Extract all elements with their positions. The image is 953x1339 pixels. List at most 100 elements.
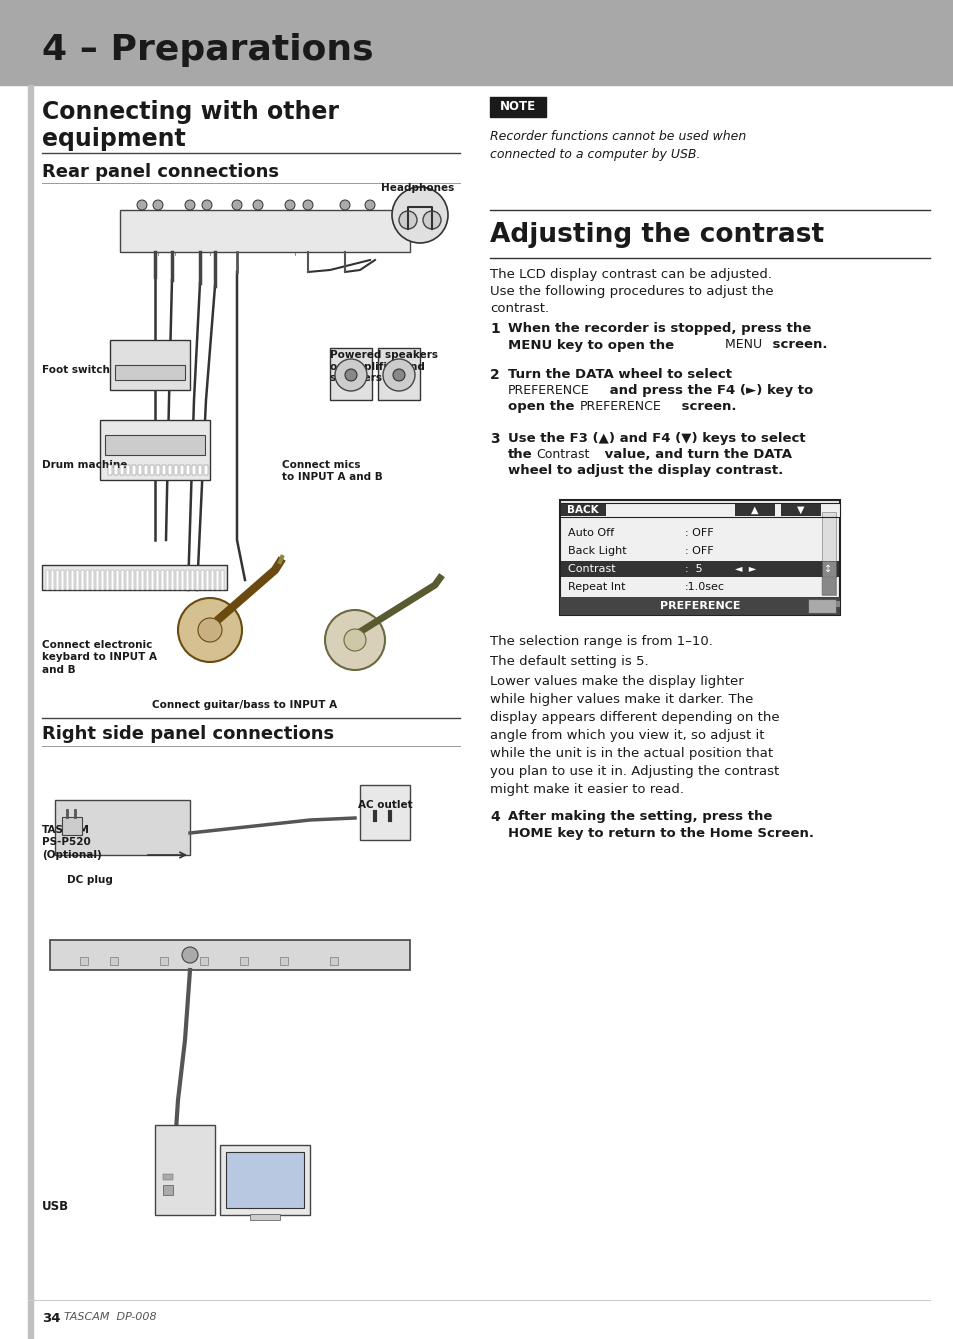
Text: screen.: screen. <box>677 400 736 412</box>
Bar <box>146 570 149 590</box>
Text: Powered speakers
or amplifier and
speakers: Powered speakers or amplifier and speake… <box>330 349 437 383</box>
Bar <box>220 1145 310 1214</box>
Circle shape <box>398 212 416 229</box>
Bar <box>131 570 133 590</box>
Bar <box>138 465 142 475</box>
Text: After making the setting, press the
HOME key to return to the Home Screen.: After making the setting, press the HOME… <box>507 810 813 841</box>
Bar <box>115 366 185 380</box>
Text: Right side panel connections: Right side panel connections <box>42 724 334 743</box>
Bar <box>161 570 164 590</box>
Circle shape <box>285 200 294 210</box>
Circle shape <box>198 619 222 641</box>
Text: PREFERENCE: PREFERENCE <box>659 601 740 611</box>
Text: TASCAM  DP-008: TASCAM DP-008 <box>64 1312 156 1322</box>
Bar <box>121 570 124 590</box>
Text: Drum machine: Drum machine <box>42 461 128 470</box>
Bar <box>126 465 130 475</box>
Bar <box>80 957 88 965</box>
Bar <box>96 570 99 590</box>
Text: NOTE: NOTE <box>499 100 536 114</box>
Text: Adjusting the contrast: Adjusting the contrast <box>490 222 823 248</box>
Bar <box>101 570 104 590</box>
Bar <box>166 570 169 590</box>
Text: Turn the DATA wheel to select: Turn the DATA wheel to select <box>507 368 731 382</box>
Bar <box>156 570 159 590</box>
Bar <box>250 1214 280 1220</box>
Bar <box>180 465 184 475</box>
Text: Recorder functions cannot be used when
connected to a computer by USB.: Recorder functions cannot be used when c… <box>490 130 745 161</box>
Bar <box>51 570 54 590</box>
Bar <box>821 511 835 595</box>
Bar <box>198 465 202 475</box>
Text: Connect mics
to INPUT A and B: Connect mics to INPUT A and B <box>282 461 382 482</box>
Bar <box>226 1152 304 1208</box>
Text: the: the <box>507 449 532 461</box>
Circle shape <box>344 629 366 651</box>
Text: Headphones: Headphones <box>381 183 455 193</box>
Text: Back Light: Back Light <box>567 546 630 556</box>
Text: 34: 34 <box>42 1312 60 1326</box>
Bar <box>221 570 224 590</box>
Bar <box>215 570 219 590</box>
Circle shape <box>253 200 263 210</box>
Circle shape <box>303 200 313 210</box>
Text: DC plug: DC plug <box>67 874 112 885</box>
Bar <box>62 817 82 836</box>
Circle shape <box>365 200 375 210</box>
Bar <box>781 503 821 516</box>
Text: The default setting is 5.: The default setting is 5. <box>490 655 648 668</box>
Bar <box>821 561 835 577</box>
Bar <box>162 465 166 475</box>
Text: Connect electronic
keybard to INPUT A
and B: Connect electronic keybard to INPUT A an… <box>42 640 157 675</box>
Text: Auto Off: Auto Off <box>567 528 624 538</box>
Bar <box>559 503 840 517</box>
Text: 1: 1 <box>490 321 499 336</box>
Bar <box>151 570 153 590</box>
Text: Contrast: Contrast <box>536 449 589 461</box>
Bar <box>559 499 840 615</box>
Bar <box>330 957 337 965</box>
Bar <box>120 210 410 252</box>
Text: ↕: ↕ <box>823 564 831 574</box>
Text: MENU: MENU <box>720 337 761 351</box>
Text: 4: 4 <box>490 810 499 823</box>
Text: 2: 2 <box>490 368 499 382</box>
Circle shape <box>393 370 405 382</box>
Circle shape <box>335 359 367 391</box>
Text: Foot switch: Foot switch <box>42 366 110 375</box>
Circle shape <box>392 187 448 242</box>
Text: USB: USB <box>42 1200 69 1213</box>
Text: BACK: BACK <box>567 505 598 516</box>
Text: Use the following procedures to adjust the
contrast.: Use the following procedures to adjust t… <box>490 285 773 316</box>
Bar <box>46 570 49 590</box>
Circle shape <box>178 599 242 661</box>
Bar <box>807 599 835 613</box>
Text: PREFERENCE: PREFERENCE <box>507 384 589 396</box>
Text: TASCAM
PS-P520
(Optional): TASCAM PS-P520 (Optional) <box>42 825 102 860</box>
Bar <box>195 570 199 590</box>
Text: PREFERENCE: PREFERENCE <box>579 400 661 412</box>
Bar <box>163 1174 172 1180</box>
Bar <box>136 570 139 590</box>
Circle shape <box>345 370 356 382</box>
Text: open the: open the <box>507 400 574 412</box>
Bar <box>66 570 69 590</box>
Text: :  5: : 5 <box>684 564 702 574</box>
Text: Repeat Int: Repeat Int <box>567 582 625 592</box>
Bar <box>280 957 288 965</box>
Bar <box>181 570 184 590</box>
Bar <box>835 601 840 607</box>
Bar <box>108 465 112 475</box>
Text: :1.0sec: :1.0sec <box>684 582 724 592</box>
Bar <box>55 799 190 856</box>
Bar <box>56 570 59 590</box>
Bar <box>201 570 204 590</box>
Circle shape <box>232 200 242 210</box>
Text: The selection range is from 1–10.: The selection range is from 1–10. <box>490 635 712 648</box>
Bar <box>560 561 838 577</box>
Circle shape <box>325 611 385 670</box>
Bar <box>163 1185 172 1194</box>
Bar <box>186 570 189 590</box>
Bar <box>191 570 193 590</box>
Text: ◄  ►: ◄ ► <box>734 564 756 574</box>
